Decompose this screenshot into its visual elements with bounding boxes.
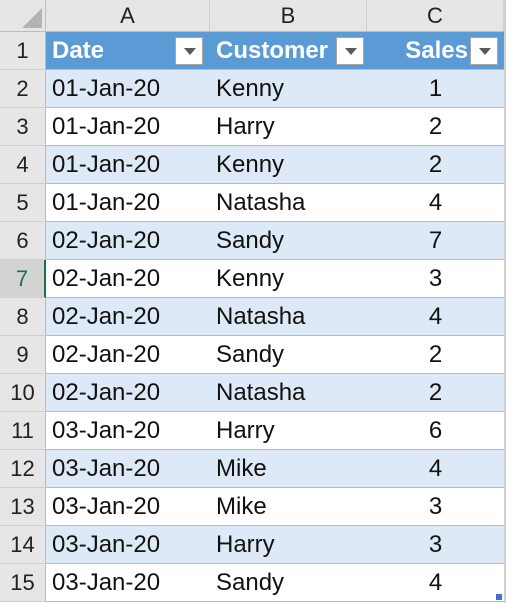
table-row: 03-Jan-20 Mike 3 xyxy=(46,488,504,526)
cell-sales[interactable]: 1 xyxy=(428,75,443,102)
header-date[interactable]: Date xyxy=(52,37,105,64)
row-header-5[interactable]: 5 xyxy=(0,184,46,222)
table-row: 03-Jan-20 Mike 4 xyxy=(46,450,504,488)
cell-date[interactable]: 02-Jan-20 xyxy=(52,303,161,330)
table-row: 02-Jan-20 Natasha 2 xyxy=(46,374,504,412)
row-header-13[interactable]: 13 xyxy=(0,488,46,526)
grid-right-edge xyxy=(504,0,506,603)
header-sales[interactable]: Sales xyxy=(405,37,468,64)
cell-customer[interactable]: Harry xyxy=(216,531,275,558)
cell-sales[interactable]: 4 xyxy=(428,303,443,330)
cell-date[interactable]: 03-Jan-20 xyxy=(52,569,161,596)
cell-customer[interactable]: Kenny xyxy=(216,75,285,102)
cell-customer[interactable]: Kenny xyxy=(216,151,285,178)
row-header-2[interactable]: 2 xyxy=(0,70,46,108)
column-header-c[interactable]: C xyxy=(367,0,504,31)
cell-customer[interactable]: Mike xyxy=(216,493,267,520)
filter-dropdown-icon xyxy=(184,48,196,55)
filter-dropdown-icon xyxy=(345,48,357,55)
cell-date[interactable]: 03-Jan-20 xyxy=(52,531,161,558)
cell-customer[interactable]: Sandy xyxy=(216,227,285,254)
cell-date[interactable]: 01-Jan-20 xyxy=(52,151,161,178)
cell-customer[interactable]: Kenny xyxy=(216,265,285,292)
row-header-3[interactable]: 3 xyxy=(0,108,46,146)
cell-customer[interactable]: Harry xyxy=(216,417,275,444)
cell-sales[interactable]: 2 xyxy=(428,113,443,140)
cell-date[interactable]: 03-Jan-20 xyxy=(52,455,161,482)
cell-customer[interactable]: Harry xyxy=(216,113,275,140)
cell-date[interactable]: 02-Jan-20 xyxy=(52,341,161,368)
row-header-4[interactable]: 4 xyxy=(0,146,46,184)
row-header-7[interactable]: 7 xyxy=(0,260,46,298)
filter-customer-button[interactable] xyxy=(336,37,364,65)
row-header-10[interactable]: 10 xyxy=(0,374,46,412)
row-header-11[interactable]: 11 xyxy=(0,412,46,450)
column-header-a[interactable]: A xyxy=(46,0,210,31)
column-header-b[interactable]: B xyxy=(210,0,367,31)
cell-sales[interactable]: 2 xyxy=(428,151,443,178)
cell-sales[interactable]: 7 xyxy=(428,227,443,254)
header-customer[interactable]: Customer xyxy=(216,37,329,64)
filter-dropdown-icon xyxy=(479,48,491,55)
cell-date[interactable]: 03-Jan-20 xyxy=(52,417,161,444)
select-all-icon xyxy=(22,8,42,28)
cell-sales[interactable]: 2 xyxy=(428,379,443,406)
cell-date[interactable]: 02-Jan-20 xyxy=(52,379,161,406)
table-row: 02-Jan-20 Kenny 3 xyxy=(46,260,504,298)
cell-sales[interactable]: 4 xyxy=(428,569,443,596)
cell-sales[interactable]: 4 xyxy=(428,189,443,216)
table-row: 01-Jan-20 Kenny 1 xyxy=(46,70,504,108)
column-header-bar: A B C xyxy=(0,0,506,32)
cell-customer[interactable]: Sandy xyxy=(216,341,285,368)
cell-customer[interactable]: Mike xyxy=(216,455,267,482)
cell-sales[interactable]: 6 xyxy=(428,417,443,444)
row-header-12[interactable]: 12 xyxy=(0,450,46,488)
table-row: 02-Jan-20 Natasha 4 xyxy=(46,298,504,336)
cell-sales[interactable]: 3 xyxy=(428,265,443,292)
cell-sales[interactable]: 3 xyxy=(428,493,443,520)
cell-customer[interactable]: Natasha xyxy=(216,303,306,330)
row-header-9[interactable]: 9 xyxy=(0,336,46,374)
table-row: 03-Jan-20 Harry 3 xyxy=(46,526,504,564)
cell-date[interactable]: 02-Jan-20 xyxy=(52,227,161,254)
cell-date[interactable]: 02-Jan-20 xyxy=(52,265,161,292)
table-resize-handle-icon[interactable] xyxy=(496,594,502,600)
row-header-1[interactable]: 1 xyxy=(0,32,46,70)
cell-customer[interactable]: Natasha xyxy=(216,379,306,406)
table-row: 01-Jan-20 Kenny 2 xyxy=(46,146,504,184)
select-all-button[interactable] xyxy=(0,0,46,31)
cell-sales[interactable]: 3 xyxy=(428,531,443,558)
cell-date[interactable]: 01-Jan-20 xyxy=(52,189,161,216)
cell-date[interactable]: 01-Jan-20 xyxy=(52,113,161,140)
cell-customer[interactable]: Sandy xyxy=(216,569,285,596)
table-row: 01-Jan-20 Natasha 4 xyxy=(46,184,504,222)
filter-date-button[interactable] xyxy=(175,37,203,65)
table-row: 03-Jan-20 Sandy 4 xyxy=(46,564,504,602)
row-header-15[interactable]: 15 xyxy=(0,564,46,602)
table-header-row: Date Customer Sales xyxy=(46,32,504,70)
cell-date[interactable]: 01-Jan-20 xyxy=(52,75,161,102)
filter-sales-button[interactable] xyxy=(470,37,498,65)
table-row: 01-Jan-20 Harry 2 xyxy=(46,108,504,146)
row-header-6[interactable]: 6 xyxy=(0,222,46,260)
cell-sales[interactable]: 4 xyxy=(428,455,443,482)
row-header-8[interactable]: 8 xyxy=(0,298,46,336)
row-header-14[interactable]: 14 xyxy=(0,526,46,564)
cell-customer[interactable]: Natasha xyxy=(216,189,306,216)
table-row: 02-Jan-20 Sandy 2 xyxy=(46,336,504,374)
table-row: 02-Jan-20 Sandy 7 xyxy=(46,222,504,260)
cell-date[interactable]: 03-Jan-20 xyxy=(52,493,161,520)
table-row: 03-Jan-20 Harry 6 xyxy=(46,412,504,450)
cell-sales[interactable]: 2 xyxy=(428,341,443,368)
